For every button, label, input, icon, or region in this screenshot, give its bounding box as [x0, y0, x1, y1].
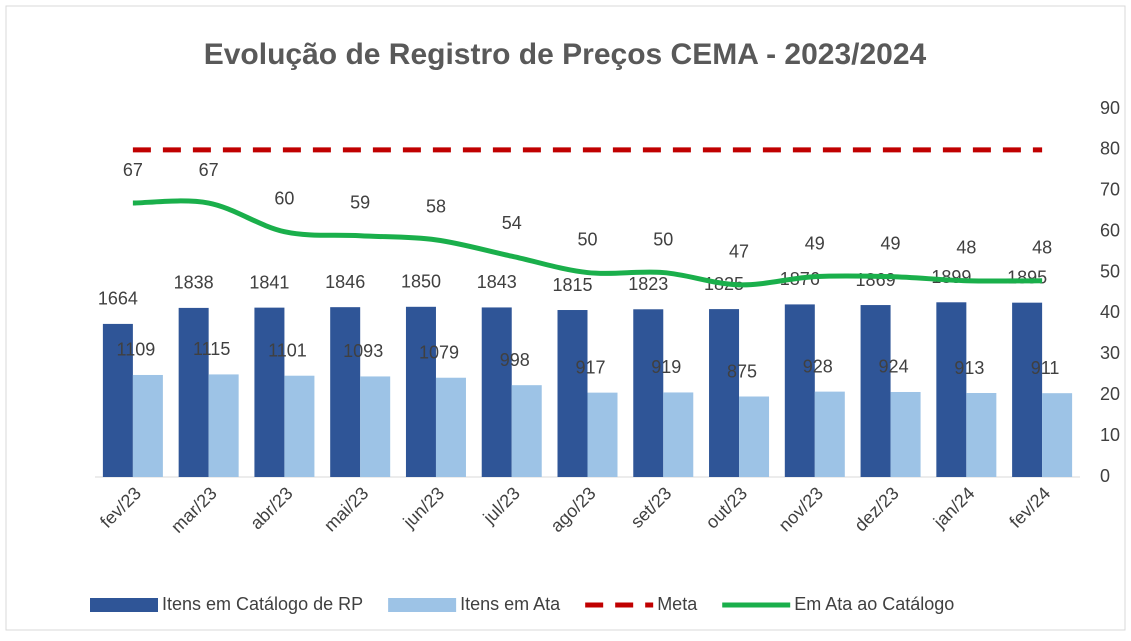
bar	[709, 309, 740, 477]
legend-swatch	[90, 598, 158, 612]
bar-value-label: 917	[575, 357, 605, 377]
bar-value-label: 1843	[477, 272, 517, 292]
y2-tick-label: 70	[1100, 180, 1120, 200]
bar-value-label: 1109	[117, 340, 156, 360]
bar-value-label: 998	[500, 350, 530, 370]
bar-value-label: 913	[954, 358, 984, 378]
bar-value-label: 911	[1031, 358, 1060, 378]
bar	[966, 393, 997, 477]
bar	[739, 396, 770, 477]
y2-tick-label: 10	[1100, 425, 1120, 445]
bar-value-label: 1664	[98, 289, 138, 309]
bar-value-label: 928	[803, 356, 833, 376]
bar	[132, 374, 163, 477]
y2-tick-label: 0	[1100, 466, 1110, 486]
y2-tick-label: 40	[1100, 302, 1120, 322]
bar-value-label: 1838	[174, 273, 214, 293]
bar-value-label: 1850	[401, 272, 441, 292]
bar	[814, 391, 845, 477]
y2-tick-label: 90	[1100, 98, 1120, 118]
line-value-label: 59	[350, 193, 370, 213]
bar-value-label: 1101	[268, 340, 307, 360]
line-value-label: 50	[577, 229, 597, 249]
bar	[633, 309, 664, 477]
bar	[102, 323, 133, 477]
bar-value-label: 1093	[343, 341, 383, 361]
y2-tick-label: 80	[1100, 139, 1120, 159]
line-value-label: 67	[123, 160, 143, 180]
bar	[860, 305, 891, 477]
bar	[890, 391, 921, 477]
legend-swatch	[388, 598, 457, 612]
line	[132, 198, 1043, 288]
legend-label: Meta	[657, 594, 698, 614]
bar	[481, 307, 512, 477]
bar	[1042, 393, 1073, 477]
bar	[435, 377, 466, 477]
legend-label: Itens em Catálogo de RP	[162, 594, 363, 614]
line-value-label: 54	[502, 213, 522, 233]
line-value-label: 47	[729, 242, 749, 262]
bar-value-label: 1815	[552, 275, 592, 295]
line-value-label: 60	[274, 188, 294, 208]
bar-value-label: 1823	[628, 274, 668, 294]
line-value-label: 49	[881, 233, 901, 253]
bar	[557, 310, 588, 477]
bar	[784, 304, 815, 477]
bar	[587, 392, 618, 477]
line-value-label: 49	[805, 233, 825, 253]
bar	[405, 306, 436, 477]
bar-value-label: 919	[651, 357, 681, 377]
bar	[284, 375, 315, 477]
line-value-label: 48	[956, 237, 976, 257]
bar	[178, 307, 209, 477]
bar-value-label: 1869	[856, 270, 896, 290]
bar-value-label: 875	[727, 361, 757, 381]
y2-tick-label: 20	[1100, 384, 1120, 404]
y2-tick-label: 50	[1100, 261, 1120, 281]
bar-value-label: 1079	[419, 342, 459, 362]
legend-label: Em Ata ao Catálogo	[794, 594, 954, 614]
y2-tick-label: 60	[1100, 220, 1120, 240]
bar	[1012, 302, 1043, 477]
line-value-label: 48	[1032, 237, 1052, 257]
bar	[936, 302, 967, 477]
bar-value-label: 924	[879, 357, 909, 377]
bar-value-label: 1841	[249, 272, 289, 292]
bar-value-label: 1846	[325, 272, 365, 292]
bar-value-label: 1895	[1007, 267, 1047, 287]
bar	[511, 385, 542, 477]
bar-value-label: 1115	[193, 339, 230, 359]
line-value-label: 50	[653, 229, 673, 249]
bar	[330, 307, 361, 477]
chart-title: Evolução de Registro de Preços CEMA - 20…	[204, 38, 927, 71]
line-value-label: 67	[199, 160, 219, 180]
bar	[360, 376, 391, 477]
y2-tick-label: 30	[1100, 343, 1120, 363]
legend-label: Itens em Ata	[460, 594, 561, 614]
bar	[208, 374, 239, 477]
bar	[254, 307, 285, 477]
line-value-label: 58	[426, 197, 446, 217]
bar	[663, 392, 694, 477]
